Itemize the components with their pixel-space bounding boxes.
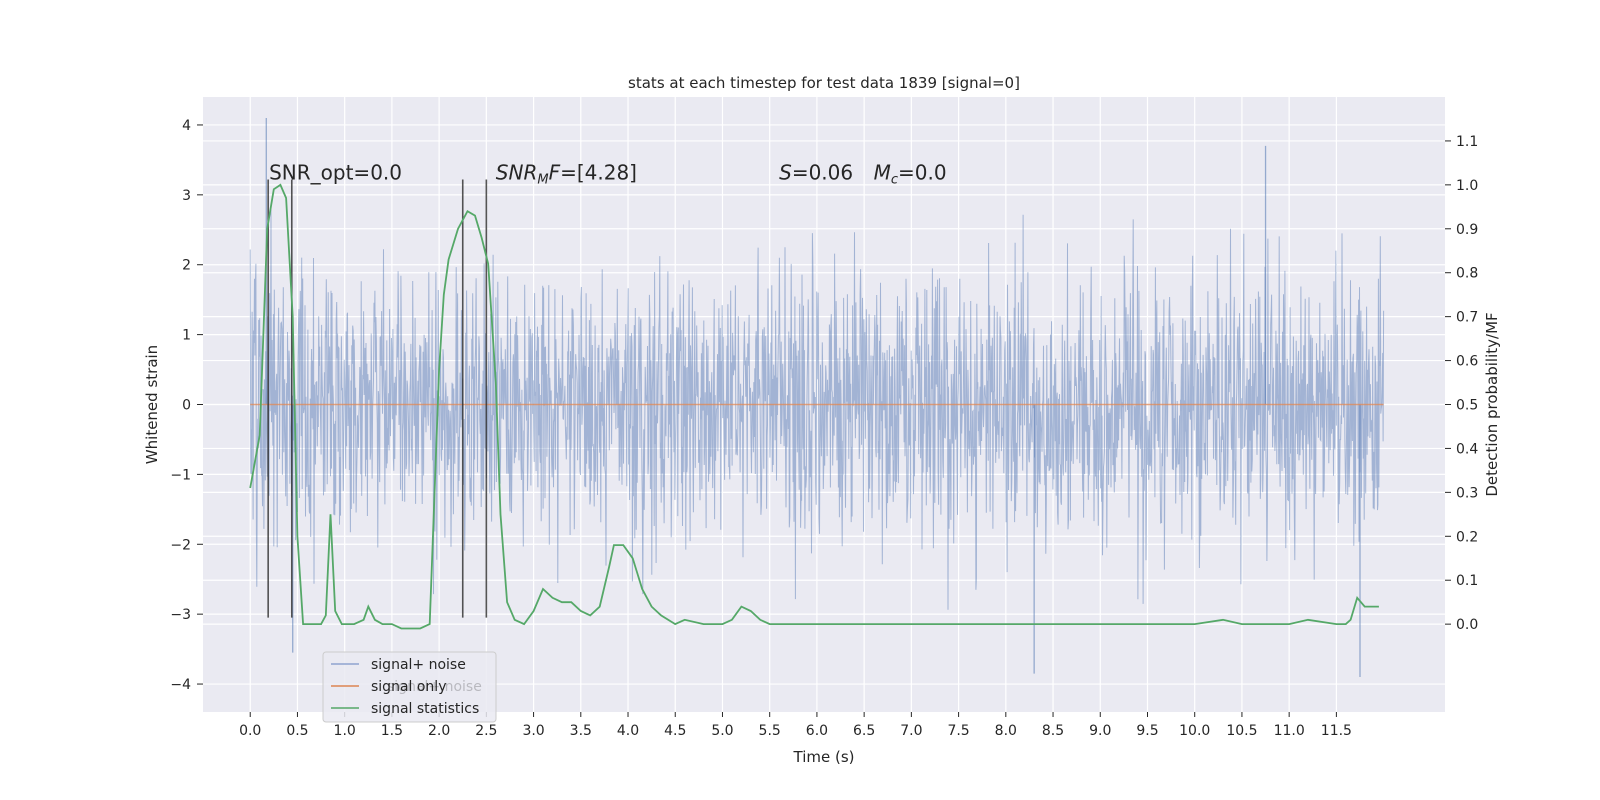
x-tick-label: 0.0 bbox=[239, 723, 261, 739]
y-axis-title: Whitened strain bbox=[143, 345, 161, 464]
x-tick-label: 10.5 bbox=[1226, 723, 1257, 739]
y-right-tick-label: 0.9 bbox=[1456, 222, 1478, 238]
annotations: SNR_opt=0.0 SNRMF=[4.28] S=0.06 Mc=0.0 bbox=[269, 160, 946, 187]
y-tick-label: 0 bbox=[182, 398, 191, 414]
y-right-tick-label: 0.2 bbox=[1456, 529, 1478, 545]
y-right-tick-label: 1.0 bbox=[1456, 178, 1478, 194]
x-tick-label: 2.0 bbox=[428, 723, 450, 739]
tick-labels: 0.0 0.5 1.0 1.5 2.0 2.5 3.0 3.5 4.0 4.5 5.0 5.5 6.0 6… bbox=[170, 118, 1478, 739]
x-tick-label: 8.0 bbox=[995, 723, 1017, 739]
y-right-tick-label: 0.6 bbox=[1456, 354, 1478, 370]
annotation-mc: Mc=0.0 bbox=[874, 160, 947, 187]
y-tick-label: −1 bbox=[170, 467, 191, 483]
y-right-tick-label: 0.3 bbox=[1456, 485, 1478, 501]
legend-label-signal-statistics: signal statistics bbox=[371, 701, 479, 717]
signal-statistics-series bbox=[249, 183, 1379, 630]
y-tick-label: −3 bbox=[170, 607, 191, 623]
y-right-tick-label: 0.4 bbox=[1456, 441, 1478, 457]
y-tick-label: 2 bbox=[182, 258, 191, 274]
x-tick-label: 2.5 bbox=[475, 723, 497, 739]
legend-label-signal-noise: signal+ noise bbox=[371, 657, 466, 673]
x-axis-title: Time (s) bbox=[793, 748, 855, 766]
x-tick-label: 1.0 bbox=[334, 723, 356, 739]
x-tick-label: 9.0 bbox=[1089, 723, 1111, 739]
x-tick-label: 9.5 bbox=[1136, 723, 1158, 739]
noise-trace bbox=[249, 209, 1385, 610]
x-tick-label: 6.0 bbox=[806, 723, 828, 739]
x-tick-label: 11.0 bbox=[1274, 723, 1305, 739]
y-right-tick-label: 0.8 bbox=[1456, 266, 1478, 282]
legend: signal+ noise signal+ noise signal only … bbox=[322, 651, 497, 723]
x-tick-label: 3.5 bbox=[570, 723, 592, 739]
y-right-tick-label: 0.0 bbox=[1456, 617, 1478, 633]
snr-mf-tail: F bbox=[549, 160, 561, 184]
mc-base: M bbox=[874, 160, 891, 184]
x-tick-label: 5.0 bbox=[711, 723, 733, 739]
annotation-s: S=0.06 bbox=[779, 160, 853, 184]
x-tick-label: 5.5 bbox=[759, 723, 781, 739]
snr-mf-value: =[4.28] bbox=[560, 160, 637, 184]
x-tick-label: 4.0 bbox=[617, 723, 639, 739]
legend-label-signal-only: signal only bbox=[371, 679, 446, 695]
s-base: S bbox=[779, 160, 792, 184]
x-tick-label: 3.0 bbox=[522, 723, 544, 739]
x-tick-label: 11.5 bbox=[1321, 723, 1352, 739]
mc-sub: c bbox=[891, 172, 898, 187]
x-tick-label: 0.5 bbox=[286, 723, 308, 739]
x-tick-label: 7.0 bbox=[900, 723, 922, 739]
x-tick-label: 10.0 bbox=[1179, 723, 1210, 739]
signal-noise-series bbox=[249, 117, 1385, 678]
snr-mf-base: SNR bbox=[496, 160, 538, 184]
y-tick-label: 1 bbox=[182, 328, 191, 344]
y-tick-label: −2 bbox=[170, 537, 191, 553]
s-value: =0.06 bbox=[792, 160, 853, 184]
x-tick-label: 6.5 bbox=[853, 723, 875, 739]
vertical-markers bbox=[267, 179, 488, 618]
legend-box bbox=[322, 651, 497, 723]
y-right-tick-label: 0.1 bbox=[1456, 573, 1478, 589]
annotation-snr-opt: SNR_opt=0.0 bbox=[269, 160, 402, 184]
y-right-tick-label: 0.7 bbox=[1456, 310, 1478, 326]
y-right-tick-label: 0.5 bbox=[1456, 398, 1478, 414]
y-right-tick-label: 1.1 bbox=[1456, 134, 1478, 150]
snr-mf-sub: M bbox=[537, 172, 548, 187]
legend-ghost-label: signal+ noise bbox=[387, 679, 482, 695]
y-tick-label: −4 bbox=[170, 677, 191, 693]
x-tick-label: 8.5 bbox=[1042, 723, 1064, 739]
y-tick-label: 4 bbox=[182, 118, 191, 134]
annotation-snr-mf: SNRMF=[4.28] bbox=[496, 160, 637, 187]
chart-title: stats at each timestep for test data 183… bbox=[628, 74, 1020, 92]
x-tick-label: 7.5 bbox=[947, 723, 969, 739]
x-tick-label: 1.5 bbox=[381, 723, 403, 739]
y-axis-right-title: Detection probability/MF bbox=[1483, 312, 1501, 496]
x-tick-label: 4.5 bbox=[664, 723, 686, 739]
y-tick-label: 3 bbox=[182, 188, 191, 204]
mc-value: =0.0 bbox=[898, 160, 947, 184]
